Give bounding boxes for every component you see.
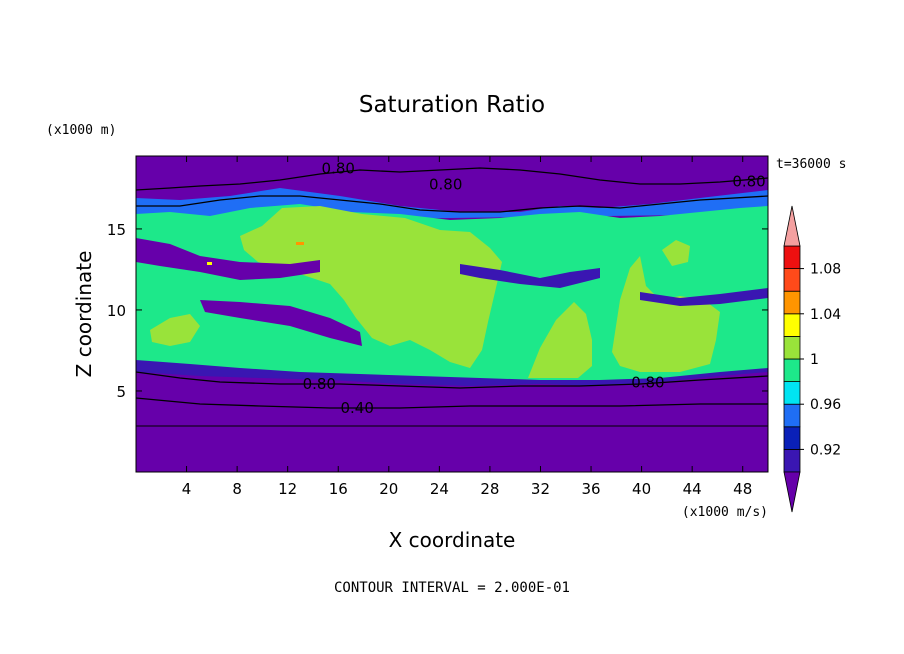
colorbar-label: 0.96 (810, 397, 841, 413)
x-tick-label: 40 (632, 480, 651, 498)
colorbar-band (783, 358, 801, 383)
colorbar-band (783, 381, 801, 405)
contour-label: 0.80 (303, 375, 336, 393)
colorbar-band (783, 313, 801, 337)
x-tick-label: 16 (329, 480, 348, 498)
field-region-supersaturated-main (240, 206, 502, 368)
colorbar-band (783, 403, 801, 428)
field-region-dry-band-mid (200, 300, 362, 346)
contour-label: 0.40 (340, 399, 373, 417)
colorbar-label: 1.04 (810, 307, 841, 323)
field-region-dry-band-left (136, 238, 320, 280)
y-unit-label: (x1000 m) (46, 123, 116, 138)
colorbar-band (783, 448, 801, 473)
colorbar: 1.08 1.04 1 0.96 0.92 (783, 205, 841, 513)
y-axis-ticks: 5 10 15 (107, 221, 768, 401)
x-tick-label: 48 (733, 480, 752, 498)
y-tick-label: 10 (107, 302, 126, 320)
colorbar-label: 1.08 (810, 262, 841, 278)
colorbar-extend-high (783, 205, 801, 247)
contour-line-bottom (136, 397, 768, 409)
colorbar-band (783, 426, 801, 450)
colorbar-extend-low (783, 471, 801, 513)
contour-line-top (136, 167, 768, 191)
chart-title: Saturation Ratio (359, 92, 545, 118)
x-tick-label: 28 (480, 480, 499, 498)
plot-field (136, 156, 768, 472)
field-region-dry-band-farright (640, 288, 768, 306)
x-tick-label: 4 (182, 480, 192, 498)
contour-label: 0.80 (429, 176, 462, 194)
field-spot-orange (296, 242, 304, 245)
field-region-supersaturated-center (528, 302, 592, 378)
contour-labels: 0.800.80 0.800.80 0.800.40 (303, 159, 766, 417)
contour-label: 0.80 (631, 373, 664, 391)
contour-line-lower (136, 371, 768, 389)
x-tick-label: 24 (430, 480, 449, 498)
field-region-supersaturated-right (612, 256, 720, 372)
colorbar-label: 0.92 (810, 442, 841, 458)
contour-label: 0.80 (322, 159, 355, 177)
y-tick-label: 15 (107, 221, 126, 239)
colorbar-band (783, 245, 801, 270)
field-region-dry-band-right (460, 264, 600, 288)
colorbar-label: 1 (810, 352, 819, 368)
x-axis-ticks: 4 8 12 16 20 24 28 32 36 40 44 48 (182, 156, 752, 498)
colorbar-band (783, 268, 801, 292)
x-unit-label: (x1000 m/s) (682, 505, 768, 520)
x-tick-label: 32 (531, 480, 550, 498)
colorbar-band (783, 335, 801, 360)
field-region-supersaturated-patch-left (150, 314, 200, 346)
y-axis-label: Z coordinate (72, 251, 96, 378)
x-axis-label: X coordinate (389, 528, 516, 552)
plot-frame (135, 155, 769, 473)
x-tick-label: 44 (683, 480, 702, 498)
x-tick-label: 12 (278, 480, 297, 498)
field-spot-yellow (207, 262, 212, 265)
field-region-supersaturated-patch-right (662, 240, 690, 266)
x-tick-label: 8 (232, 480, 242, 498)
contour-interval-note: CONTOUR INTERVAL = 2.000E-01 (334, 580, 570, 596)
x-tick-label: 36 (581, 480, 600, 498)
contour-label: 0.80 (732, 172, 765, 190)
time-label: t=36000 s (776, 157, 846, 172)
x-tick-label: 20 (379, 480, 398, 498)
y-tick-label: 5 (116, 383, 126, 401)
colorbar-band (783, 290, 801, 315)
contour-line-upper (136, 195, 768, 213)
